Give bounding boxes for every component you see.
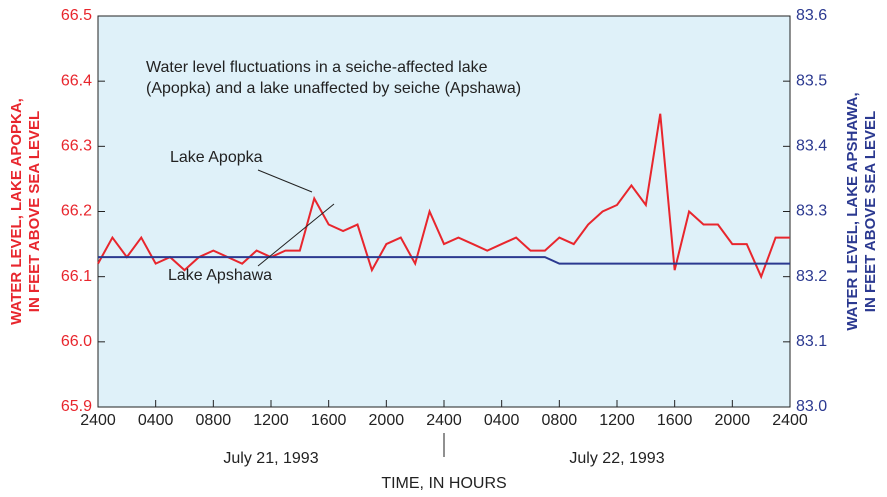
y2-tick-label: 83.3	[796, 203, 827, 220]
y-tick-label: 66.2	[61, 203, 92, 220]
annotation: Water level fluctuations in a seiche-aff…	[146, 59, 488, 76]
x-axis-label: TIME, IN HOURS	[381, 475, 506, 492]
y-tick-label: 65.9	[61, 398, 92, 415]
x-tick-label: 0400	[138, 412, 174, 429]
axis-label: WATER LEVEL, LAKE APSHAWA,IN FEET ABOVE …	[844, 92, 879, 330]
axis-label-line: WATER LEVEL, LAKE APOPKA,	[8, 98, 25, 325]
x-tick-label: 2400	[80, 412, 116, 429]
y2-tick-label: 83.1	[796, 333, 827, 350]
x-tick-label: 1200	[599, 412, 635, 429]
y2-tick-label: 83.2	[796, 268, 827, 285]
axis-label-line: WATER LEVEL, LAKE APSHAWA,	[844, 92, 861, 330]
x-tick-label: 2400	[772, 412, 808, 429]
x-tick-label: 2400	[426, 412, 462, 429]
date-label: July 22, 1993	[569, 450, 664, 467]
axis-label: WATER LEVEL, LAKE APOPKA,IN FEET ABOVE S…	[8, 98, 43, 325]
y2-tick-label: 83.0	[796, 398, 827, 415]
annotation: (Apopka) and a lake unaffected by seiche…	[146, 80, 521, 97]
axis-label-line: IN FEET ABOVE SEA LEVEL	[26, 111, 43, 312]
series-label: Lake Apopka	[170, 149, 263, 166]
y-tick-label: 66.3	[61, 138, 92, 155]
x-tick-label: 0800	[196, 412, 232, 429]
y-tick-label: 66.0	[61, 333, 92, 350]
x-tick-label: 1200	[253, 412, 289, 429]
y-tick-label: 66.5	[61, 7, 92, 24]
series-line	[97, 113, 790, 280]
y-tick-label: 66.4	[61, 72, 92, 89]
x-tick-label: 1600	[657, 412, 693, 429]
y-tick-label: 66.1	[61, 268, 92, 285]
x-tick-label: 0400	[484, 412, 520, 429]
axis-label-line: IN FEET ABOVE SEA LEVEL	[862, 111, 879, 312]
leader-line	[257, 203, 335, 267]
date-label: July 21, 1993	[223, 450, 318, 467]
plot-frame	[97, 15, 791, 408]
y2-tick-label: 83.6	[796, 7, 827, 24]
plot-background	[98, 16, 790, 407]
series-line	[98, 256, 790, 265]
series-label: Lake Apshawa	[168, 267, 272, 284]
y2-tick-label: 83.5	[796, 72, 827, 89]
leader-line	[257, 169, 313, 193]
y2-tick-label: 83.4	[796, 138, 827, 155]
x-tick-label: 2000	[369, 412, 405, 429]
x-tick-label: 1600	[311, 412, 347, 429]
x-tick-label: 2000	[715, 412, 751, 429]
x-tick-label: 0800	[542, 412, 578, 429]
